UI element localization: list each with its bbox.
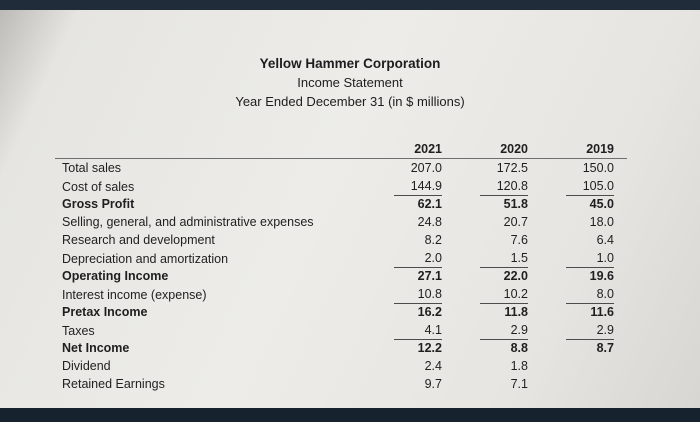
table-row: Total sales 207.0 172.5 150.0 — [55, 159, 627, 177]
row-label: Dividend — [62, 359, 111, 373]
row-value: 8.7 — [596, 341, 614, 355]
row-value — [541, 357, 627, 375]
screen-bottom-bezel — [0, 408, 700, 422]
row-value: 2.9 — [455, 321, 541, 340]
row-value: 19.6 — [589, 269, 614, 283]
table-row: Cost of sales 144.9 120.8 105.0 — [55, 177, 627, 196]
row-label: Interest income (expense) — [62, 287, 207, 302]
table-row: Interest income (expense) 10.8 10.2 8.0 — [55, 285, 627, 304]
year-column-header: 2021 — [414, 141, 442, 156]
row-value: 24.8 — [417, 215, 442, 229]
statement-header: Yellow Hammer Corporation Income Stateme… — [0, 54, 700, 111]
row-value: 120.8 — [455, 177, 541, 196]
row-label: Research and development — [62, 233, 215, 247]
year-header-row: 2021 2020 2019 — [55, 139, 627, 159]
row-value: 45.0 — [589, 197, 614, 211]
row-value: 6.4 — [596, 233, 614, 247]
row-value: 9.7 — [424, 377, 442, 391]
row-value: 1.0 — [541, 249, 627, 268]
row-label: Gross Profit — [62, 197, 135, 211]
row-value: 27.1 — [417, 269, 442, 283]
row-value: 8.2 — [424, 233, 442, 247]
row-value: 150.0 — [582, 161, 614, 175]
row-label: Total sales — [62, 161, 122, 175]
row-value: 51.8 — [503, 197, 528, 211]
year-column-header: 2020 — [500, 141, 528, 156]
row-value: 8.0 — [541, 285, 627, 304]
row-value: 20.7 — [503, 215, 528, 229]
row-value: 22.0 — [503, 269, 528, 283]
row-value: 172.5 — [496, 161, 528, 175]
table-row: Gross Profit 62.1 51.8 45.0 — [55, 195, 627, 213]
row-label: Selling, general, and administrative exp… — [62, 215, 314, 229]
row-value: 1.5 — [455, 249, 541, 268]
screen-top-bezel — [0, 0, 700, 10]
statement-title: Income Statement — [297, 75, 403, 90]
table-row: Research and development 8.2 7.6 6.4 — [55, 231, 627, 249]
row-label: Pretax Income — [62, 305, 148, 319]
row-value: 4.1 — [369, 321, 455, 340]
table-row: Operating Income 27.1 22.0 19.6 — [55, 267, 627, 285]
table-row: Retained Earnings 9.7 7.1 — [55, 375, 627, 393]
row-value: 62.1 — [417, 197, 442, 211]
table-row: Selling, general, and administrative exp… — [55, 213, 627, 231]
row-value: 10.2 — [455, 285, 541, 304]
row-value — [541, 375, 627, 393]
income-statement-page: Yellow Hammer Corporation Income Stateme… — [0, 10, 700, 408]
row-label: Depreciation and amortization — [62, 251, 229, 266]
row-label: Retained Earnings — [62, 377, 165, 391]
row-value: 1.8 — [510, 359, 528, 373]
income-statement-table: 2021 2020 2019 Total sales 207.0 172.5 150.0 C… — [55, 139, 627, 393]
row-value: 11.8 — [504, 305, 528, 319]
company-name: Yellow Hammer Corporation — [259, 56, 441, 71]
table-row: Pretax Income 16.2 11.8 11.6 — [55, 303, 627, 321]
row-value: 7.6 — [510, 233, 528, 247]
row-value: 144.9 — [369, 177, 455, 196]
table-row: Taxes 4.1 2.9 2.9 — [55, 321, 627, 340]
row-value: 10.8 — [369, 285, 455, 304]
row-value: 8.8 — [510, 341, 528, 355]
row-value: 11.6 — [590, 305, 614, 319]
year-column-header: 2019 — [586, 141, 614, 156]
row-label: Operating Income — [62, 269, 169, 283]
row-label: Taxes — [62, 323, 95, 338]
row-value: 16.2 — [417, 305, 442, 319]
row-label: Cost of sales — [62, 179, 135, 194]
row-value: 2.9 — [541, 321, 627, 340]
statement-period: Year Ended December 31 (in $ millions) — [235, 94, 465, 109]
row-label: Net Income — [62, 341, 130, 355]
row-value: 18.0 — [589, 215, 614, 229]
table-row: Net Income 12.2 8.8 8.7 — [55, 339, 627, 357]
table-row: Depreciation and amortization 2.0 1.5 1.0 — [55, 249, 627, 268]
row-value: 2.4 — [424, 359, 442, 373]
row-value: 207.0 — [410, 161, 442, 175]
row-value: 105.0 — [541, 177, 627, 196]
table-body: Total sales 207.0 172.5 150.0 Cost of sales 1… — [55, 159, 627, 393]
row-value: 12.2 — [417, 341, 442, 355]
row-value: 7.1 — [510, 377, 528, 391]
table-row: Dividend 2.4 1.8 — [55, 357, 627, 375]
row-value: 2.0 — [369, 249, 455, 268]
